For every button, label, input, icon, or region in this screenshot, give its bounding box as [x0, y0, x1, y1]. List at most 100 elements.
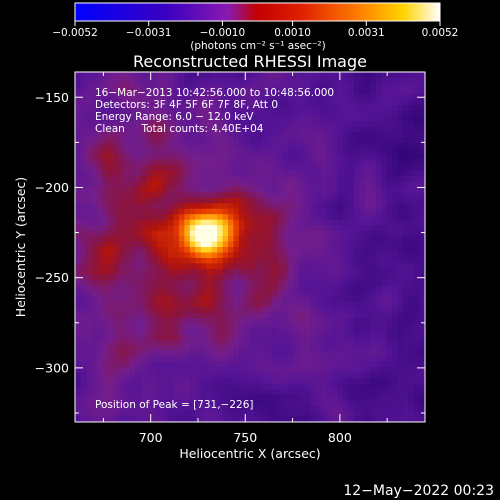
- heatmap-cell: [375, 339, 382, 346]
- heatmap-cell: [189, 143, 196, 149]
- heatmap-cell: [288, 143, 295, 149]
- heatmap-cell: [206, 225, 213, 231]
- heatmap-cell: [184, 301, 191, 308]
- heatmap-cell: [326, 252, 333, 259]
- heatmap-cell: [189, 148, 196, 155]
- heatmap-cell: [304, 290, 311, 297]
- heatmap-cell: [195, 115, 202, 122]
- heatmap-cell: [217, 383, 223, 390]
- heatmap-cell: [162, 230, 169, 237]
- heatmap-cell: [288, 137, 295, 144]
- heatmap-cell: [408, 307, 415, 313]
- heatmap-cell: [206, 143, 213, 149]
- heatmap-cell: [326, 225, 333, 231]
- heatmap-cell: [332, 389, 338, 395]
- heatmap-cell: [102, 405, 109, 412]
- heatmap-cell: [260, 383, 267, 390]
- heatmap-cell: [359, 323, 366, 330]
- heatmap-cell: [359, 126, 366, 133]
- heatmap-cell: [75, 334, 81, 341]
- heatmap-cell: [113, 208, 120, 215]
- heatmap-cell: [75, 225, 81, 231]
- heatmap-cell: [348, 186, 355, 193]
- heatmap-cell: [228, 143, 234, 149]
- heatmap-cell: [233, 121, 240, 127]
- heatmap-cell: [260, 405, 267, 412]
- heatmap-cell: [381, 137, 388, 144]
- heatmap-cell: [299, 225, 305, 231]
- heatmap-cell: [233, 115, 240, 122]
- heatmap-cell: [146, 389, 152, 395]
- heatmap-cell: [189, 181, 196, 188]
- heatmap-cell: [222, 411, 229, 417]
- heatmap-cell: [392, 416, 398, 422]
- heatmap-cell: [375, 383, 382, 390]
- heatmap-cell: [206, 372, 213, 379]
- heatmap-cell: [75, 181, 81, 188]
- heatmap-cell: [75, 312, 81, 319]
- heatmap-cell: [167, 77, 174, 84]
- heatmap-cell: [381, 77, 388, 84]
- heatmap-cell: [288, 367, 295, 374]
- heatmap-cell: [260, 257, 267, 264]
- heatmap-cell: [392, 88, 398, 95]
- heatmap-cell: [140, 334, 147, 341]
- heatmap-cell: [282, 214, 289, 220]
- heatmap-cell: [304, 148, 311, 155]
- heatmap-cell: [146, 99, 152, 106]
- heatmap-cell: [85, 72, 92, 78]
- heatmap-cell: [353, 279, 360, 286]
- heatmap-cell: [277, 307, 284, 313]
- heatmap-cell: [173, 154, 180, 160]
- heatmap-cell: [217, 339, 223, 346]
- heatmap-cell: [342, 394, 349, 401]
- heatmap-cell: [392, 334, 398, 341]
- heatmap-cell: [135, 334, 141, 341]
- heatmap-cell: [162, 279, 169, 286]
- heatmap-cell: [375, 219, 382, 226]
- heatmap-cell: [244, 274, 251, 281]
- heatmap-cell: [277, 285, 284, 292]
- heatmap-cell: [124, 104, 130, 111]
- heatmap-cell: [102, 186, 109, 193]
- heatmap-cell: [326, 405, 333, 412]
- heatmap-cell: [250, 219, 256, 226]
- heatmap-cell: [228, 279, 234, 286]
- heatmap-cell: [359, 186, 366, 193]
- heatmap-cell: [375, 225, 382, 231]
- heatmap-cell: [75, 323, 81, 330]
- heatmap-cell: [315, 197, 322, 204]
- heatmap-cell: [80, 241, 87, 248]
- heatmap-cell: [282, 82, 289, 89]
- heatmap-cell: [102, 279, 109, 286]
- heatmap-cell: [146, 356, 152, 363]
- heatmap-cell: [342, 405, 349, 412]
- heatmap-cell: [135, 241, 141, 248]
- heatmap-cell: [375, 394, 382, 401]
- heatmap-cell: [282, 290, 289, 297]
- heatmap-cell: [353, 208, 360, 215]
- heatmap-cell: [282, 137, 289, 144]
- heatmap-cell: [85, 329, 92, 335]
- heatmap-cell: [85, 192, 92, 199]
- heatmap-cell: [364, 72, 371, 78]
- heatmap-cell: [282, 99, 289, 106]
- heatmap-cell: [250, 170, 256, 177]
- heatmap-cell: [315, 367, 322, 374]
- heatmap-cell: [195, 372, 202, 379]
- heatmap-cell: [239, 389, 245, 395]
- heatmap-cell: [162, 350, 169, 357]
- heatmap-cell: [310, 203, 316, 210]
- heatmap-cell: [107, 367, 114, 374]
- heatmap-cell: [310, 361, 316, 368]
- heatmap-cell: [228, 323, 234, 330]
- heatmap-cell: [332, 405, 338, 412]
- heatmap-cell: [277, 137, 284, 144]
- heatmap-cell: [162, 356, 169, 363]
- heatmap-cell: [222, 192, 229, 199]
- heatmap-cell: [299, 203, 305, 210]
- heatmap-cell: [80, 181, 87, 188]
- heatmap-cell: [80, 416, 87, 422]
- heatmap-cell: [206, 323, 213, 330]
- heatmap-cell: [91, 88, 98, 95]
